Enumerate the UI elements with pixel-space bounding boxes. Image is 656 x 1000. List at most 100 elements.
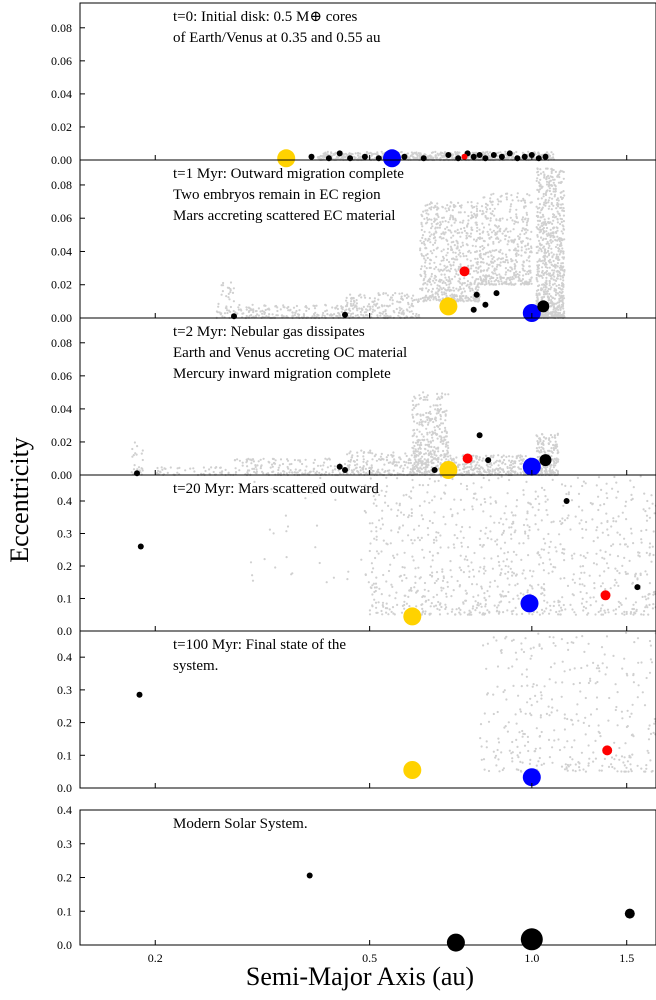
particle-point: [360, 469, 362, 471]
particle-point: [417, 455, 419, 457]
particle-point: [422, 518, 424, 520]
particle-point: [435, 231, 437, 233]
particle-point: [526, 214, 528, 216]
particle-point: [475, 278, 477, 280]
particle-point: [402, 605, 404, 607]
particle-point: [419, 431, 421, 433]
particle-point: [552, 227, 554, 229]
panel-4: 0.00.10.20.30.4t=20 Myr: Mars scattered …: [57, 475, 656, 638]
particle-point: [480, 278, 482, 280]
particle-point: [287, 460, 289, 462]
particle-point: [353, 469, 355, 471]
particle-point: [450, 231, 452, 233]
particle-point: [507, 565, 509, 567]
particle-point: [561, 517, 563, 519]
particle-point: [386, 456, 388, 458]
particle-point: [432, 433, 434, 435]
particle-point: [508, 236, 510, 238]
particle-point: [351, 305, 353, 307]
particle-point: [488, 267, 490, 269]
particle-point: [396, 308, 398, 310]
particle-point: [453, 258, 455, 260]
particle-point: [494, 580, 496, 582]
particle-point: [510, 464, 512, 466]
particle-point: [479, 265, 481, 267]
particle-point: [460, 555, 462, 557]
particle-point: [509, 266, 511, 268]
particle-point: [510, 472, 512, 474]
particle-point: [345, 300, 347, 302]
particle-point: [537, 285, 539, 287]
particle-point: [546, 273, 548, 275]
particle-point: [564, 485, 566, 487]
particle-point: [420, 448, 422, 450]
particle-point: [387, 505, 389, 507]
particle-point: [538, 240, 540, 242]
particle-point: [350, 313, 352, 315]
particle-point: [551, 202, 553, 204]
particle-point: [461, 232, 463, 234]
particle-point: [479, 236, 481, 238]
particle-point: [430, 233, 432, 235]
particle-point: [397, 531, 399, 533]
particle-point: [445, 292, 447, 294]
particle-point: [450, 214, 452, 216]
particle-point: [504, 283, 506, 285]
particle-point: [436, 412, 438, 414]
particle-point: [356, 459, 358, 461]
particle-point: [555, 171, 557, 173]
particle-point: [507, 261, 509, 263]
particle-point: [389, 564, 391, 566]
particle-point: [323, 462, 325, 464]
particle-point: [246, 465, 248, 467]
panel-frame: [80, 160, 656, 318]
particle-point: [250, 462, 252, 464]
particle-point: [444, 207, 446, 209]
particle-point: [539, 614, 541, 616]
particle-point: [627, 546, 629, 548]
particle-point: [317, 314, 319, 316]
particle-point: [563, 178, 565, 180]
particle-point: [461, 545, 463, 547]
particle-point: [433, 446, 435, 448]
particle-point: [510, 533, 512, 535]
particle-point: [311, 315, 313, 317]
particle-point: [437, 269, 439, 271]
particle-point: [417, 590, 419, 592]
particle-point: [500, 280, 502, 282]
particle-point: [437, 461, 439, 463]
particle-point: [463, 537, 465, 539]
particle-point: [522, 572, 524, 574]
particle-point: [641, 542, 643, 544]
panel-frame: [80, 3, 656, 160]
particle-point: [413, 432, 415, 434]
particle-point: [352, 303, 354, 305]
particle-point: [296, 305, 298, 307]
y-tick-label: 0.04: [51, 402, 72, 416]
particle-point: [436, 209, 438, 211]
particle-point: [254, 464, 256, 466]
particle-point: [432, 421, 434, 423]
particle-point: [363, 294, 365, 296]
particle-point: [536, 440, 538, 442]
particle-point: [420, 419, 422, 421]
particle-point: [412, 435, 414, 437]
particle-point: [268, 461, 270, 463]
particle-point: [239, 460, 241, 462]
particle-point: [416, 473, 418, 475]
particle-point: [355, 304, 357, 306]
particle-point: [552, 240, 554, 242]
particle-point: [561, 283, 563, 285]
particle-point: [541, 313, 543, 315]
particle-point: [516, 472, 518, 474]
particle-point: [553, 260, 555, 262]
particle-point: [476, 607, 478, 609]
particle-point: [459, 255, 461, 257]
particle-point: [235, 471, 237, 473]
particle-point: [476, 230, 478, 232]
particle-point: [510, 538, 512, 540]
particle-point: [484, 501, 486, 503]
particle-point: [422, 391, 424, 393]
particle-point: [334, 465, 336, 467]
particle-point: [556, 285, 558, 287]
